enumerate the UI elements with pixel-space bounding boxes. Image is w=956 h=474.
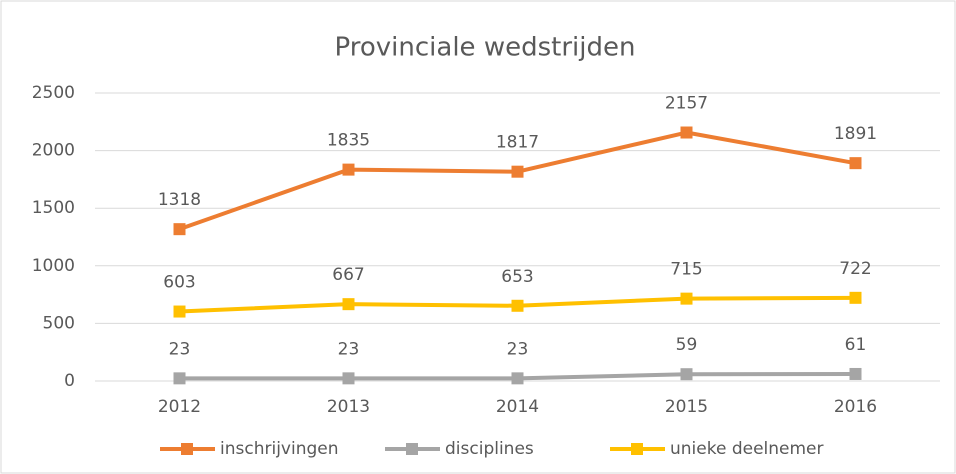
legend-label: unieke deelnemer [670,439,824,459]
data-label: 23 [338,339,360,359]
point-marker [680,292,693,305]
point-marker [173,305,186,318]
point-marker [680,368,693,381]
point-marker [680,126,693,139]
data-label: 23 [507,339,529,359]
y-tick-label: 2000 [32,141,75,161]
point-marker [173,223,186,236]
data-label: 1891 [834,124,877,144]
legend-marker [631,443,643,455]
y-tick-label: 0 [64,371,75,391]
data-label: 2157 [665,94,708,114]
y-tick-label: 500 [43,313,75,333]
x-tick-label: 2015 [665,397,708,417]
x-tick-label: 2014 [496,397,539,417]
data-label: 653 [501,267,533,287]
x-tick-label: 2013 [327,397,370,417]
x-tick-label: 2016 [834,397,877,417]
data-label: 59 [676,335,698,355]
chart-title: Provinciale wedstrijden [335,33,636,63]
data-label: 23 [169,339,191,359]
data-label: 603 [163,273,195,293]
data-label: 1817 [496,133,539,153]
point-marker [849,367,862,380]
y-tick-label: 1000 [32,256,75,276]
point-marker [849,291,862,304]
legend-label: inschrijvingen [220,439,339,459]
data-label: 1835 [327,131,370,151]
data-label: 722 [839,259,871,279]
legend-marker [181,443,193,455]
x-tick-label: 2012 [158,397,201,417]
point-marker [173,372,186,385]
point-marker [342,372,355,385]
point-marker [511,372,524,385]
data-label: 1318 [158,190,201,210]
point-marker [511,165,524,178]
legend-label: disciplines [445,439,534,459]
legend-marker [406,443,418,455]
point-marker [849,157,862,170]
point-marker [511,299,524,312]
point-marker [342,163,355,176]
point-marker [342,298,355,311]
data-label: 667 [332,265,364,285]
y-tick-label: 2500 [32,83,75,103]
y-tick-label: 1500 [32,198,75,218]
data-label: 715 [670,260,702,280]
data-label: 61 [845,335,867,355]
